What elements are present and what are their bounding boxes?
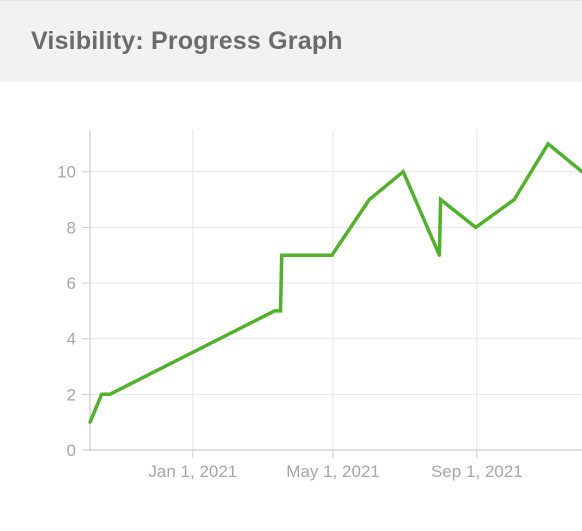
- data-point: [437, 253, 442, 257]
- x-tick-label: May 1, 2021: [286, 462, 380, 481]
- data-point: [474, 225, 478, 229]
- series-layer: [88, 141, 582, 424]
- data-point: [330, 253, 334, 257]
- data-point: [278, 309, 283, 313]
- y-tick-label: 8: [67, 218, 76, 237]
- y-tick-label: 4: [67, 330, 76, 349]
- progress-line-chart: 0 2 4 6 8 10 Jan 1, 2021 May 1, 2021 Sep 1, 2021: [57, 130, 582, 481]
- data-point: [108, 392, 112, 396]
- data-point: [401, 170, 405, 174]
- tick-labels: 0 2 4 6 8 10 Jan 1, 2021 May 1, 2021 Sep 1, 2021: [57, 163, 523, 481]
- y-tick-label: 6: [67, 274, 76, 293]
- data-point: [273, 309, 277, 313]
- data-point: [546, 142, 550, 146]
- y-tick-label: 10: [57, 163, 76, 182]
- axes: [82, 130, 582, 458]
- y-tick-label: 0: [67, 441, 76, 460]
- x-tick-label: Sep 1, 2021: [431, 462, 523, 481]
- data-point: [88, 420, 92, 424]
- data-point: [512, 197, 516, 202]
- data-point: [438, 197, 443, 202]
- y-tick-label: 2: [67, 385, 76, 404]
- data-point: [280, 253, 284, 257]
- progress-chart: 0 2 4 6 8 10 Jan 1, 2021 May 1, 2021 Sep 1, 2021: [0, 82, 582, 526]
- data-point: [367, 197, 371, 202]
- data-point: [100, 392, 104, 396]
- grid-lines: [90, 130, 582, 451]
- panel-header: Visibility: Progress Graph: [0, 0, 582, 82]
- page-title: Visibility: Progress Graph: [31, 27, 343, 55]
- x-tick-label: Jan 1, 2021: [148, 462, 237, 481]
